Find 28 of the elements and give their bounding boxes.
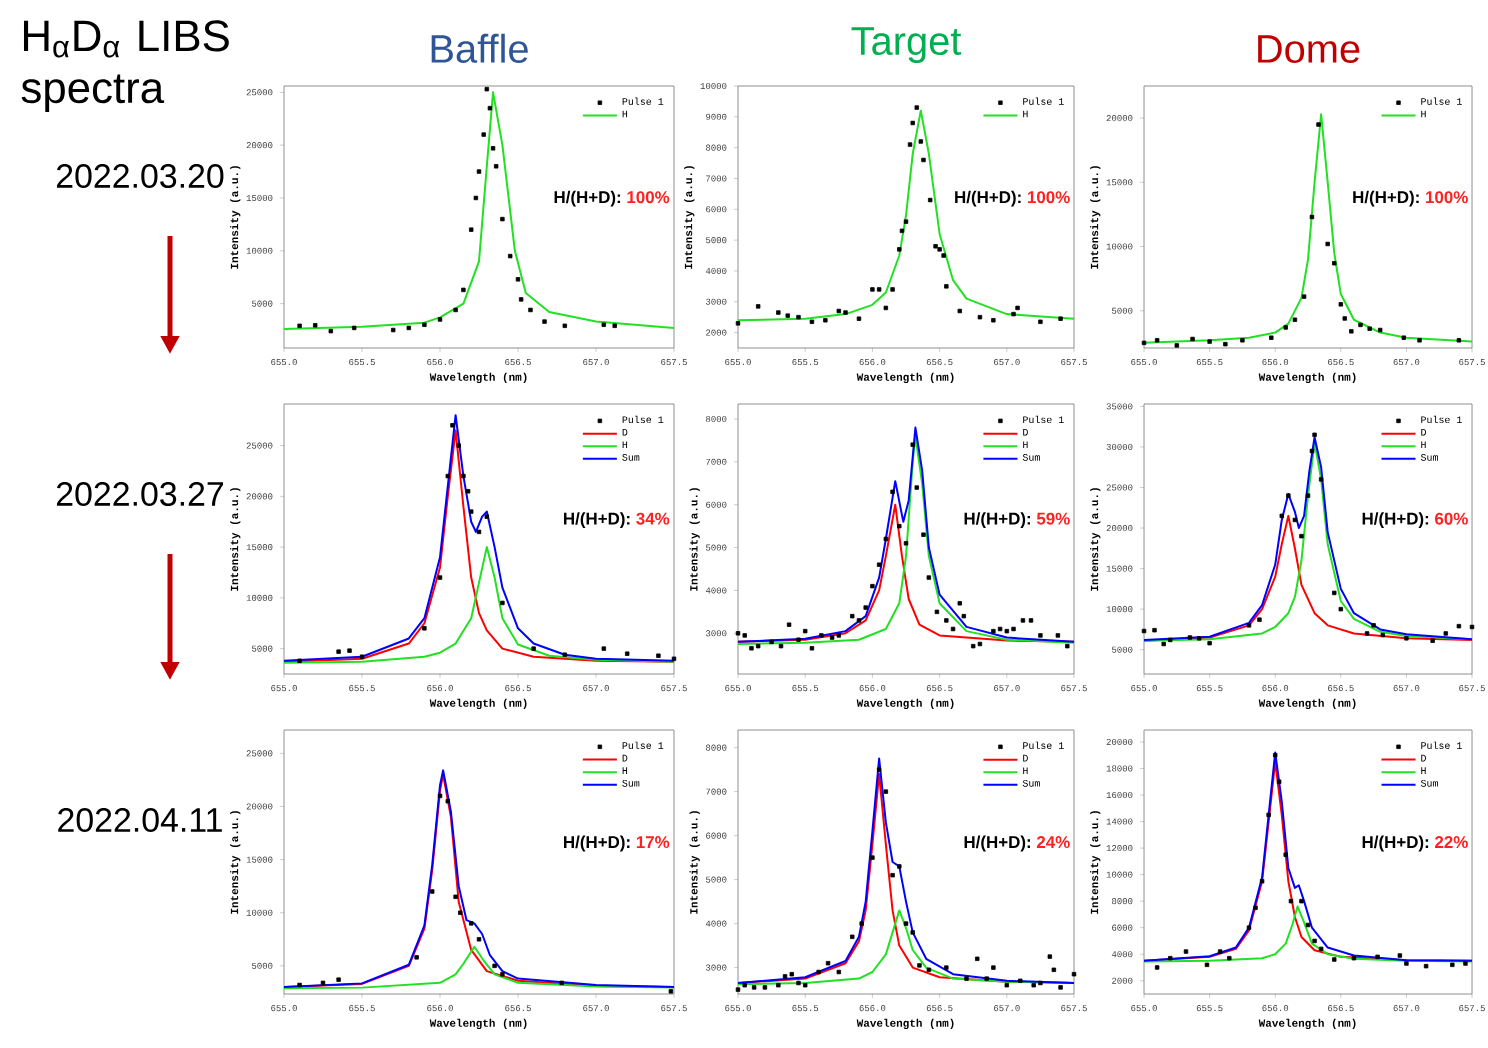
line-series <box>284 546 674 664</box>
line-series <box>284 91 674 330</box>
annotation: H/(H+D): <box>964 512 1030 528</box>
chart-title: Dome <box>1258 35 1360 63</box>
annotation: 22% <box>1435 836 1468 849</box>
annotation: 100% <box>1027 191 1070 204</box>
annotation: 100% <box>627 191 670 204</box>
annotation: H/(H+D): <box>564 512 630 528</box>
annotation: 17% <box>636 836 670 849</box>
annotation: H/(H+D): <box>1362 512 1429 528</box>
annotation: 100% <box>1426 191 1468 204</box>
line-series <box>1144 113 1473 344</box>
text: 2022.04.11 <box>58 808 222 832</box>
chart-title: Baffle <box>431 33 528 63</box>
text: H$_{α}$D$_{α}$ LIBS spectra <box>21 20 229 112</box>
annotation: 24% <box>1036 836 1070 849</box>
annotation: 60% <box>1435 512 1468 525</box>
annotation: H/(H+D): <box>1362 835 1429 852</box>
annotation: H/(H+D): <box>964 835 1030 852</box>
text: 2022.03.27 <box>56 482 224 506</box>
annotation: 59% <box>1036 512 1070 525</box>
annotation: H/(H+D): <box>955 190 1021 207</box>
annotation: H/(H+D): <box>554 190 621 207</box>
annotation: 34% <box>636 512 670 525</box>
annotation: H/(H+D): <box>1353 190 1419 207</box>
chart-title: Target <box>851 27 962 64</box>
annotation: H/(H+D): <box>564 835 630 852</box>
text: 2022.03.20 <box>56 163 224 188</box>
